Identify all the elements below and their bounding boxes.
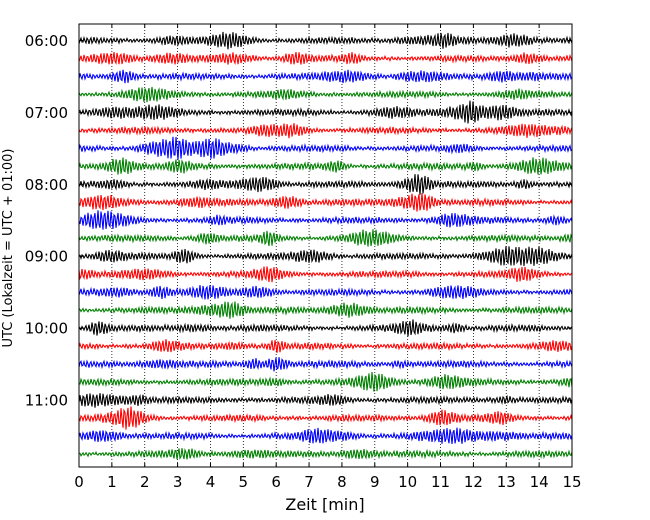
trace-line	[78, 157, 573, 175]
trace-line	[78, 229, 573, 247]
x-tick-label: 7	[304, 473, 314, 491]
trace-line	[78, 31, 573, 50]
y-tick-label: 09:00	[25, 248, 68, 266]
x-tick-label: 2	[140, 473, 150, 491]
x-axis: 0 1 2 3 4 5 6 7 8 9 10 11 12 13 14 15	[74, 24, 582, 491]
x-tick-label: 15	[562, 473, 581, 491]
trace-line	[78, 136, 573, 160]
trace-line	[78, 266, 573, 283]
y-tick-label: 08:00	[25, 176, 68, 194]
trace-line	[78, 406, 573, 430]
x-tick-label: 4	[206, 473, 216, 491]
trace-line	[78, 192, 573, 212]
y-tick-label: 11:00	[25, 392, 68, 410]
trace-line	[78, 210, 573, 230]
x-grid	[111, 24, 540, 467]
trace-line	[78, 371, 573, 392]
y-tick-label: 07:00	[25, 104, 68, 122]
x-tick-label: 14	[530, 473, 549, 491]
y-axis-label: UTC (Lokalzeit = UTC + 01:00)	[1, 149, 16, 348]
trace-line	[78, 319, 573, 337]
x-tick-label: 6	[271, 473, 281, 491]
x-tick-label: 1	[107, 473, 117, 491]
trace-line	[78, 393, 573, 408]
y-tick-label: 06:00	[25, 32, 68, 50]
trace-line	[78, 123, 573, 139]
x-tick-label: 10	[398, 473, 417, 491]
x-tick-label: 11	[431, 473, 450, 491]
trace-line	[78, 357, 573, 372]
x-tick-label: 12	[464, 473, 483, 491]
traces	[78, 31, 573, 460]
x-tick-label: 8	[337, 473, 347, 491]
trace-line	[78, 301, 573, 319]
trace-line	[78, 285, 573, 300]
x-tick-label: 5	[239, 473, 249, 491]
trace-line	[78, 51, 573, 66]
trace-line	[78, 69, 573, 84]
trace-line	[78, 86, 573, 103]
y-axis: 06:00 07:00 08:00 09:00 10:00 11:00	[25, 32, 572, 410]
trace-line	[78, 447, 573, 460]
trace-line	[78, 246, 573, 267]
trace-line	[78, 100, 573, 124]
x-tick-label: 13	[497, 473, 516, 491]
trace-line	[78, 339, 573, 353]
plot-frame	[78, 23, 573, 468]
y-tick-label: 10:00	[25, 320, 68, 338]
trace-line	[78, 174, 573, 195]
x-tick-label: 0	[74, 473, 84, 491]
x-axis-label: Zeit [min]	[285, 495, 364, 514]
x-tick-label: 9	[370, 473, 380, 491]
x-tick-label: 3	[173, 473, 183, 491]
trace-line	[78, 427, 573, 444]
